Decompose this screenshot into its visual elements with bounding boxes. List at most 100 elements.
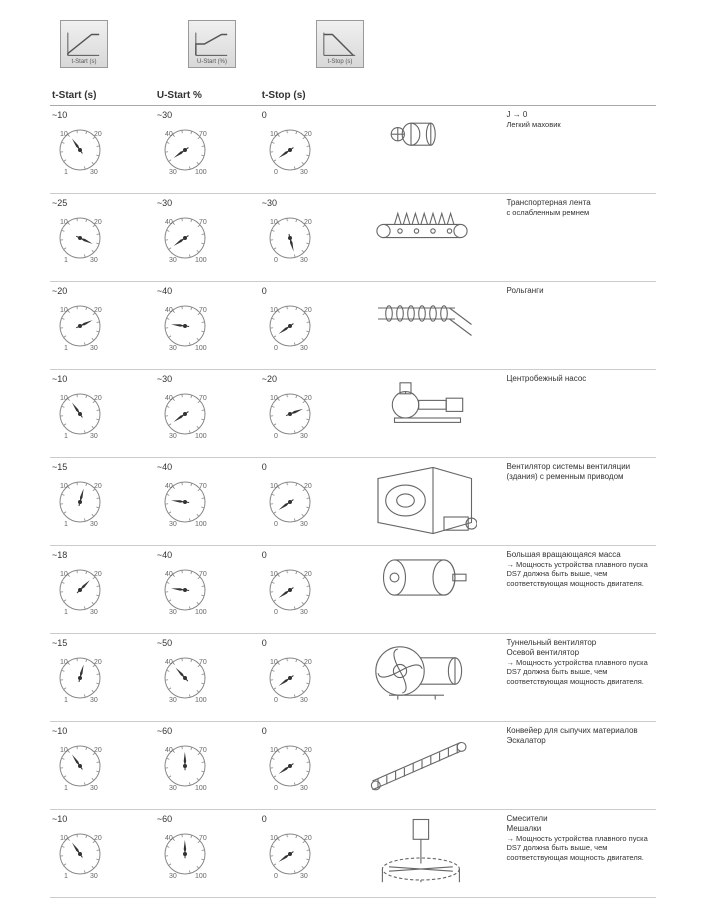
svg-text:40: 40: [165, 747, 173, 754]
dial-stop: 10 20 0 30: [262, 474, 318, 530]
dial-percent: 40 70 30 100: [157, 298, 213, 354]
value-label: ~10: [52, 814, 153, 824]
dial-time: 10 20 1 30: [52, 650, 108, 706]
svg-text:20: 20: [304, 219, 312, 226]
svg-text:70: 70: [199, 483, 207, 490]
header-icon-label: U-Start (%): [191, 59, 233, 65]
svg-text:20: 20: [94, 659, 102, 666]
description-cell: J → 0 Легкий маховик: [504, 106, 656, 194]
equipment-icon: [367, 198, 477, 275]
table-row: ~15 10 20 1 30 ~50 40 70 30 100 0 10 20: [50, 634, 656, 722]
svg-text:20: 20: [94, 395, 102, 402]
dial-percent: 40 70 30 100: [157, 386, 213, 442]
svg-text:70: 70: [199, 219, 207, 226]
svg-text:40: 40: [165, 395, 173, 402]
svg-text:30: 30: [300, 873, 308, 880]
value-label: ~10: [52, 110, 153, 120]
dial-percent: 40 70 30 100: [157, 738, 213, 794]
value-label: 0: [262, 110, 363, 120]
svg-text:10: 10: [60, 835, 68, 842]
description-title: J → 0: [506, 110, 654, 120]
svg-text:0: 0: [274, 785, 278, 792]
dial-percent: 40 70 30 100: [157, 474, 213, 530]
svg-text:30: 30: [300, 697, 308, 704]
svg-text:30: 30: [90, 697, 98, 704]
svg-text:30: 30: [90, 873, 98, 880]
svg-text:10: 10: [60, 483, 68, 490]
header-icon-ustart: U-Start (%): [188, 20, 236, 68]
value-label: ~60: [157, 814, 258, 824]
svg-text:100: 100: [195, 697, 207, 704]
dial-stop: 10 20 0 30: [262, 826, 318, 882]
description-title: Рольганги: [506, 286, 654, 296]
dial-stop: 10 20 0 30: [262, 210, 318, 266]
svg-text:0: 0: [274, 433, 278, 440]
value-label: 0: [262, 726, 363, 736]
equipment-icon: [367, 814, 477, 891]
description-title: Туннельный вентиляторОсевой вентилятор: [506, 638, 654, 658]
header-icon-tstop: t-Stop (s): [316, 20, 364, 68]
equipment-cell: [365, 458, 505, 546]
dial-time: 10 20 1 30: [52, 298, 108, 354]
equipment-cell: [365, 106, 505, 194]
svg-text:70: 70: [199, 395, 207, 402]
svg-text:20: 20: [304, 395, 312, 402]
description-title: Большая вращающаяся масса: [506, 550, 654, 560]
svg-text:30: 30: [90, 433, 98, 440]
svg-text:30: 30: [169, 433, 177, 440]
dial-time: 10 20 1 30: [52, 386, 108, 442]
table-row: ~10 10 20 1 30 ~30 40 70 30 100 0 10 20: [50, 106, 656, 194]
svg-text:100: 100: [195, 345, 207, 352]
value-label: ~30: [157, 198, 258, 208]
svg-text:30: 30: [90, 521, 98, 528]
equipment-cell: [365, 634, 505, 722]
value-label: ~10: [52, 726, 153, 736]
svg-text:20: 20: [94, 747, 102, 754]
svg-text:30: 30: [169, 873, 177, 880]
svg-text:30: 30: [300, 609, 308, 616]
svg-text:30: 30: [300, 433, 308, 440]
table-row: ~20 10 20 1 30 ~40 40 70 30 100 0 10 20: [50, 282, 656, 370]
svg-text:30: 30: [90, 257, 98, 264]
svg-text:30: 30: [300, 345, 308, 352]
svg-text:20: 20: [304, 747, 312, 754]
description-title: Смесители Мешалки: [506, 814, 654, 834]
svg-text:10: 10: [270, 659, 278, 666]
equipment-cell: [365, 546, 505, 634]
col-header-tstop: t-Stop (s): [260, 86, 365, 106]
value-label: ~60: [157, 726, 258, 736]
svg-text:30: 30: [169, 169, 177, 176]
col-header-ustart: U-Start %: [155, 86, 260, 106]
table-row: ~10 10 20 1 30 ~60 40 70 30 100 0 10 20: [50, 810, 656, 898]
value-label: ~25: [52, 198, 153, 208]
svg-text:1: 1: [64, 257, 68, 264]
svg-text:100: 100: [195, 609, 207, 616]
header-icon-tstart: t-Start (s): [60, 20, 108, 68]
svg-text:1: 1: [64, 785, 68, 792]
value-label: ~30: [262, 198, 363, 208]
equipment-cell: [365, 282, 505, 370]
description-note: Легкий маховик: [506, 120, 654, 129]
description-cell: Вентилятор системы венти­ляции (здания) …: [504, 458, 656, 546]
dial-percent: 40 70 30 100: [157, 826, 213, 882]
description-note: → Мощность устройства плав­ного пуска DS…: [506, 560, 654, 588]
svg-text:40: 40: [165, 571, 173, 578]
svg-text:20: 20: [304, 131, 312, 138]
svg-text:40: 40: [165, 307, 173, 314]
svg-text:10: 10: [270, 395, 278, 402]
svg-text:20: 20: [94, 835, 102, 842]
table-row: ~15 10 20 1 30 ~40 40 70 30 100 0 10 20: [50, 458, 656, 546]
svg-text:70: 70: [199, 835, 207, 842]
equipment-icon: [367, 726, 477, 803]
table-row: ~10 10 20 1 30 ~60 40 70 30 100 0 10 20: [50, 722, 656, 810]
svg-text:100: 100: [195, 785, 207, 792]
svg-text:20: 20: [304, 483, 312, 490]
svg-text:0: 0: [274, 697, 278, 704]
equipment-icon: [367, 550, 477, 627]
svg-text:40: 40: [165, 219, 173, 226]
svg-text:20: 20: [94, 307, 102, 314]
table-row: ~25 10 20 1 30 ~30 40 70 30 100 ~30 10 2…: [50, 194, 656, 282]
svg-text:100: 100: [195, 169, 207, 176]
svg-text:10: 10: [60, 395, 68, 402]
dial-percent: 40 70 30 100: [157, 210, 213, 266]
